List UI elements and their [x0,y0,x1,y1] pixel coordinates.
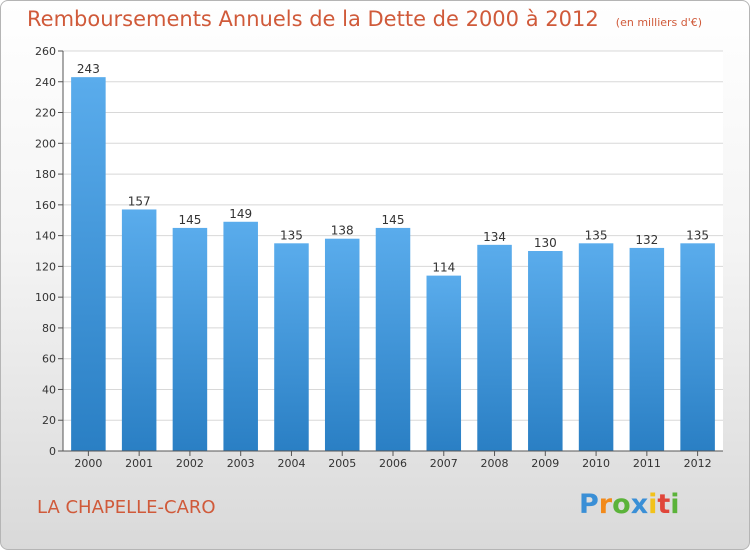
data-label-2009: 130 [534,236,557,250]
data-label-2010: 135 [585,228,608,242]
data-label-2006: 145 [382,213,405,227]
bar-2012 [680,243,715,451]
y-tick-label: 160 [35,199,56,212]
y-tick-label: 140 [35,230,56,243]
chart-unit: (en milliers d'€) [615,16,703,29]
logo-letter: i [670,489,680,520]
bar-2000 [71,77,106,452]
x-tick-label: 2008 [481,457,509,470]
commune-name: LA CHAPELLE-CARO [37,497,216,518]
y-tick-label: 40 [42,383,56,396]
x-tick-label: 2005 [328,457,356,470]
bar-2001 [121,209,157,451]
data-label-2000: 243 [77,62,100,76]
data-label-2007: 114 [432,261,455,275]
logo-letter: i [648,489,658,520]
y-axis-ticks: 0 20 40 60 80 100 120 140 160 180 200 220 240 260 [35,45,63,458]
y-tick-label: 100 [35,291,56,304]
y-tick-label: 260 [35,45,56,58]
y-tick-label: 240 [35,76,56,89]
data-label-2004: 135 [280,228,303,242]
x-axis-ticks: 2000 2001 2002 2003 2004 2005 2006 2007 2008 2009… [74,451,712,470]
data-label-2003: 149 [229,207,252,221]
x-tick-label: 2003 [227,457,255,470]
logo-letter: P [579,489,599,520]
bar-2004 [274,243,309,451]
bar-2006 [375,227,411,451]
logo-letter: o [612,489,631,520]
y-tick-label: 220 [35,107,56,120]
x-tick-label: 2004 [277,457,305,470]
data-label-2012: 135 [686,228,709,242]
bar-2005 [324,238,360,451]
chart-title: Remboursements Annuels de la Dette de 20… [27,7,599,31]
logo-letter: r [598,489,613,520]
data-label-2011: 132 [635,233,658,247]
y-tick-label: 120 [35,260,56,273]
bar-2011 [629,247,665,451]
data-label-2002: 145 [178,213,201,227]
title-row: Remboursements Annuels de la Dette de 20… [27,7,702,31]
y-tick-label: 200 [35,137,56,150]
proxiti-logo: Proxiti [579,489,680,520]
bar-2002 [172,227,208,451]
bar-2009 [528,251,563,451]
bar-2008 [477,244,512,451]
y-tick-label: 20 [42,414,56,427]
x-tick-label: 2001 [125,457,153,470]
x-tick-label: 2006 [379,457,407,470]
x-tick-label: 2010 [582,457,610,470]
bar-2003 [223,221,258,451]
x-tick-label: 2012 [684,457,712,470]
data-labels: 243 157 145 149 135 138 145 114 134 130 135 132 135 [77,62,709,274]
x-tick-label: 2002 [176,457,204,470]
x-tick-label: 2011 [633,457,661,470]
y-tick-label: 180 [35,168,56,181]
data-label-2001: 157 [128,194,151,208]
y-tick-label: 80 [42,322,56,335]
bar-2010 [578,243,614,451]
y-tick-label: 0 [49,445,56,458]
logo-letter: t [657,489,671,520]
y-tick-label: 60 [42,353,56,366]
bars [71,77,715,452]
bar-2007 [426,275,462,451]
data-label-2005: 138 [331,224,354,238]
logo-letter: x [630,489,649,520]
x-tick-label: 2007 [430,457,458,470]
data-label-2008: 134 [483,230,506,244]
x-tick-label: 2009 [531,457,559,470]
x-tick-label: 2000 [74,457,102,470]
